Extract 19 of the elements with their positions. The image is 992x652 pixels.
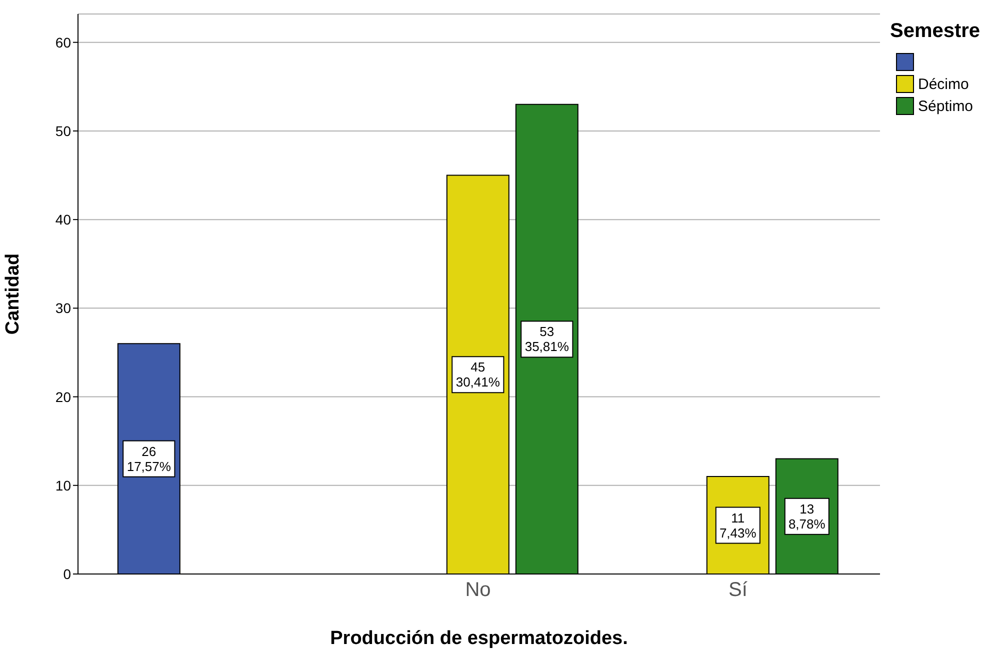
legend-label: Séptimo	[918, 98, 974, 114]
y-tick-label: 60	[55, 34, 72, 50]
data-label: 26 17,57%	[126, 444, 172, 474]
x-axis-title: Producción de espermatozoides.	[330, 628, 628, 649]
y-tick-label: 40	[55, 212, 72, 228]
data-label: 11 7,43%	[719, 510, 757, 540]
y-tick-label: 20	[55, 388, 72, 405]
y-tick-label: 0	[63, 566, 72, 582]
y-tick-label: 10	[55, 477, 72, 494]
y-axis-title: Cantidad	[2, 253, 24, 335]
data-label: 45 30,41%	[456, 360, 500, 390]
x-tick-label: No	[465, 579, 491, 602]
y-tick-label: 30	[55, 300, 72, 316]
data-label: 53 35,81%	[524, 324, 570, 354]
legend-title: Semestre	[890, 20, 982, 43]
legend-label: Décimo	[918, 76, 969, 92]
y-tick-label: 50	[55, 122, 72, 139]
x-tick-label: Sí	[728, 579, 748, 602]
data-label: 13 8,78%	[788, 501, 826, 532]
